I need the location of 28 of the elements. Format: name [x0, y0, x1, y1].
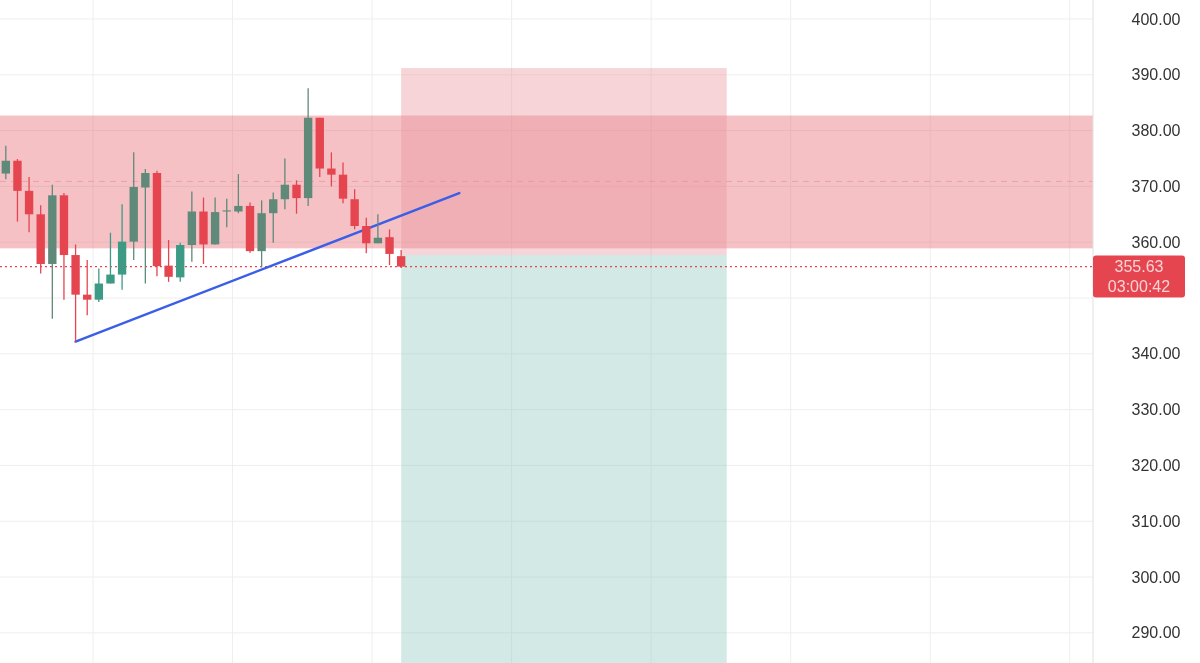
y-tick-label: 380.00 [1131, 122, 1181, 140]
y-tick-label: 290.00 [1131, 624, 1181, 642]
candlestick [106, 232, 115, 285]
y-tick-label: 370.00 [1131, 178, 1181, 195]
y-tick-label: 320.00 [1131, 457, 1181, 475]
y-tick-label: 300.00 [1131, 568, 1181, 586]
candlestick [280, 157, 290, 210]
candlestick [24, 176, 34, 233]
candlestick [94, 267, 104, 303]
candlestick [362, 217, 371, 255]
y-tick-label: 310.00 [1131, 512, 1181, 530]
text: 03:00:42 [1107, 278, 1171, 296]
y-tick-label: 400.00 [1131, 10, 1181, 28]
y-tick-label: 390.00 [1131, 66, 1181, 84]
candlestick [234, 173, 243, 214]
y-tick-label: 340.00 [1131, 345, 1181, 363]
candlestick [222, 198, 231, 228]
candlestick [1, 145, 10, 180]
ref-line-label: 355.63 [1114, 258, 1164, 276]
candlestick [269, 191, 278, 244]
candlestick [141, 168, 150, 285]
candlestick [327, 151, 336, 188]
y-tick-label: 360.00 [1131, 233, 1181, 251]
y-tick-label: 330.00 [1131, 401, 1181, 419]
candlestick [385, 228, 394, 266]
candlestick [338, 161, 348, 204]
candlestick [292, 179, 301, 215]
candlestick [164, 239, 173, 283]
